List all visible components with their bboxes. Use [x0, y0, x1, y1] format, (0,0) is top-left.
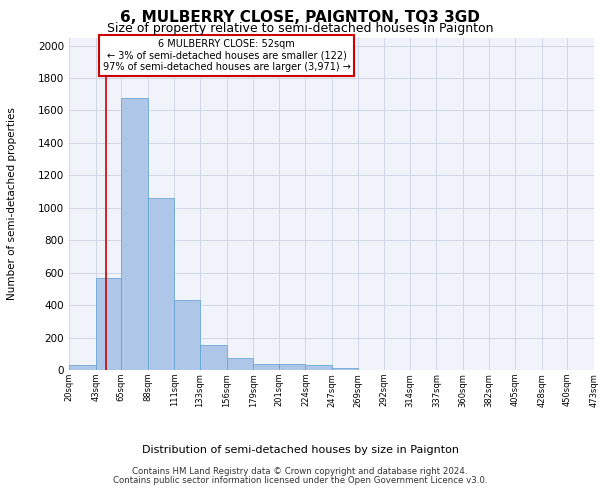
Bar	[121, 98, 148, 370]
Text: Distribution of semi-detached houses by size in Paignton: Distribution of semi-detached houses by …	[142, 445, 458, 455]
Bar	[175, 300, 200, 370]
Bar	[279, 364, 305, 370]
Bar	[95, 278, 121, 370]
Text: Contains public sector information licensed under the Open Government Licence v3: Contains public sector information licen…	[113, 476, 487, 485]
Bar	[305, 365, 332, 370]
Bar	[332, 368, 358, 370]
Text: 6, MULBERRY CLOSE, PAIGNTON, TQ3 3GD: 6, MULBERRY CLOSE, PAIGNTON, TQ3 3GD	[120, 10, 480, 25]
Bar	[253, 364, 279, 370]
Text: 6 MULBERRY CLOSE: 52sqm
← 3% of semi-detached houses are smaller (122)
97% of se: 6 MULBERRY CLOSE: 52sqm ← 3% of semi-det…	[103, 39, 350, 72]
Bar	[227, 358, 253, 370]
Bar	[69, 365, 95, 370]
Text: Contains HM Land Registry data © Crown copyright and database right 2024.: Contains HM Land Registry data © Crown c…	[132, 467, 468, 476]
Bar	[148, 198, 175, 370]
Text: Size of property relative to semi-detached houses in Paignton: Size of property relative to semi-detach…	[107, 22, 493, 35]
Text: Number of semi-detached properties: Number of semi-detached properties	[7, 107, 17, 300]
Bar	[200, 345, 227, 370]
